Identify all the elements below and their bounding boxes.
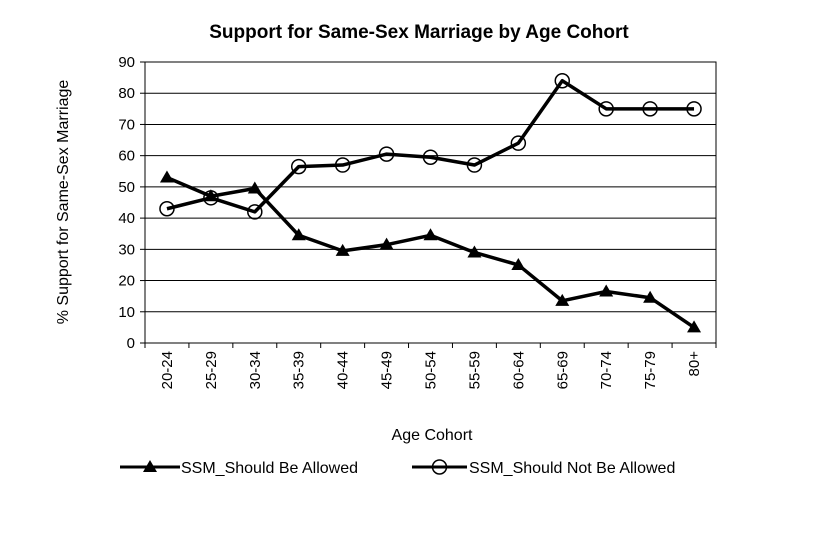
legend-label: SSM_Should Not Be Allowed [469, 460, 675, 477]
y-tick-label: 10 [118, 304, 135, 321]
series-1 [159, 170, 702, 333]
triangle-marker [511, 257, 526, 270]
circle-marker [203, 190, 219, 206]
circle-marker [422, 149, 439, 165]
x-tick-label: 40-44 [335, 351, 352, 389]
circle-marker [247, 204, 263, 220]
x-tick-label: 20-24 [159, 351, 176, 389]
x-axis-ticks: 20-24 25-29 30-34 35-39 40-44 45-49 50-54 55-59… [144, 343, 717, 389]
x-tick-label: 70-74 [598, 351, 615, 389]
circle-marker [598, 101, 614, 117]
triangle-marker [291, 228, 306, 241]
x-tick-label: 25-29 [203, 351, 220, 389]
triangle-marker [379, 237, 394, 250]
series-line [166, 175, 696, 329]
x-tick-label: 65-69 [554, 351, 571, 389]
x-tick-label: 30-34 [247, 351, 264, 389]
legend: SSM_Should Be Allowed SSM_Should Not Be A… [120, 459, 675, 477]
circle-marker [290, 158, 307, 175]
y-tick-label: 0 [127, 335, 135, 352]
triangle-marker [555, 293, 570, 306]
y-tick-label: 30 [118, 241, 135, 258]
triangle-marker [159, 170, 174, 183]
triangle-marker [335, 243, 350, 256]
circle-marker [159, 200, 175, 217]
triangle-marker [467, 245, 482, 258]
x-tick-label: 80+ [686, 351, 703, 377]
y-tick-label: 40 [118, 210, 135, 227]
circle-marker [334, 157, 351, 173]
circle-marker [554, 72, 571, 89]
triangle-marker [143, 460, 157, 472]
circle-marker [642, 101, 658, 117]
triangle-marker [247, 181, 262, 194]
legend-label: SSM_Should Be Allowed [181, 460, 358, 477]
triangle-marker [643, 290, 658, 303]
circle-marker [510, 135, 527, 151]
x-tick-label: 35-39 [291, 351, 308, 389]
legend-item-2: SSM_Should Not Be Allowed [412, 459, 675, 477]
circle-marker [686, 101, 702, 117]
x-tick-label: 45-49 [379, 351, 396, 389]
y-tick-label: 90 [118, 54, 135, 71]
circle-marker [378, 146, 395, 162]
y-axis-ticks: 0 10 20 30 40 50 60 70 80 90 [118, 54, 145, 352]
x-tick-label: 60-64 [510, 351, 527, 389]
triangle-marker [599, 284, 614, 297]
y-axis-label: % Support for Same-Sex Marriage [55, 80, 72, 325]
y-tick-label: 20 [118, 273, 135, 290]
plot-area-border [144, 61, 717, 344]
y-tick-label: 80 [118, 85, 135, 102]
triangle-marker [423, 228, 438, 241]
y-tick-label: 70 [118, 116, 135, 133]
x-axis-label: Age Cohort [392, 427, 473, 444]
x-tick-label: 75-79 [642, 351, 659, 389]
x-tick-label: 55-59 [466, 351, 483, 389]
series-line [166, 78, 695, 214]
y-tick-label: 50 [118, 179, 135, 196]
x-tick-label: 50-54 [423, 351, 440, 389]
series-2 [159, 72, 702, 220]
y-tick-label: 60 [118, 148, 135, 165]
legend-item-1: SSM_Should Be Allowed [120, 460, 358, 477]
circle-marker [466, 157, 483, 173]
series-layer [159, 72, 702, 333]
triangle-marker [687, 320, 702, 333]
circle-marker [431, 459, 448, 475]
chart-title: Support for Same-Sex Marriage by Age Coh… [209, 22, 629, 43]
